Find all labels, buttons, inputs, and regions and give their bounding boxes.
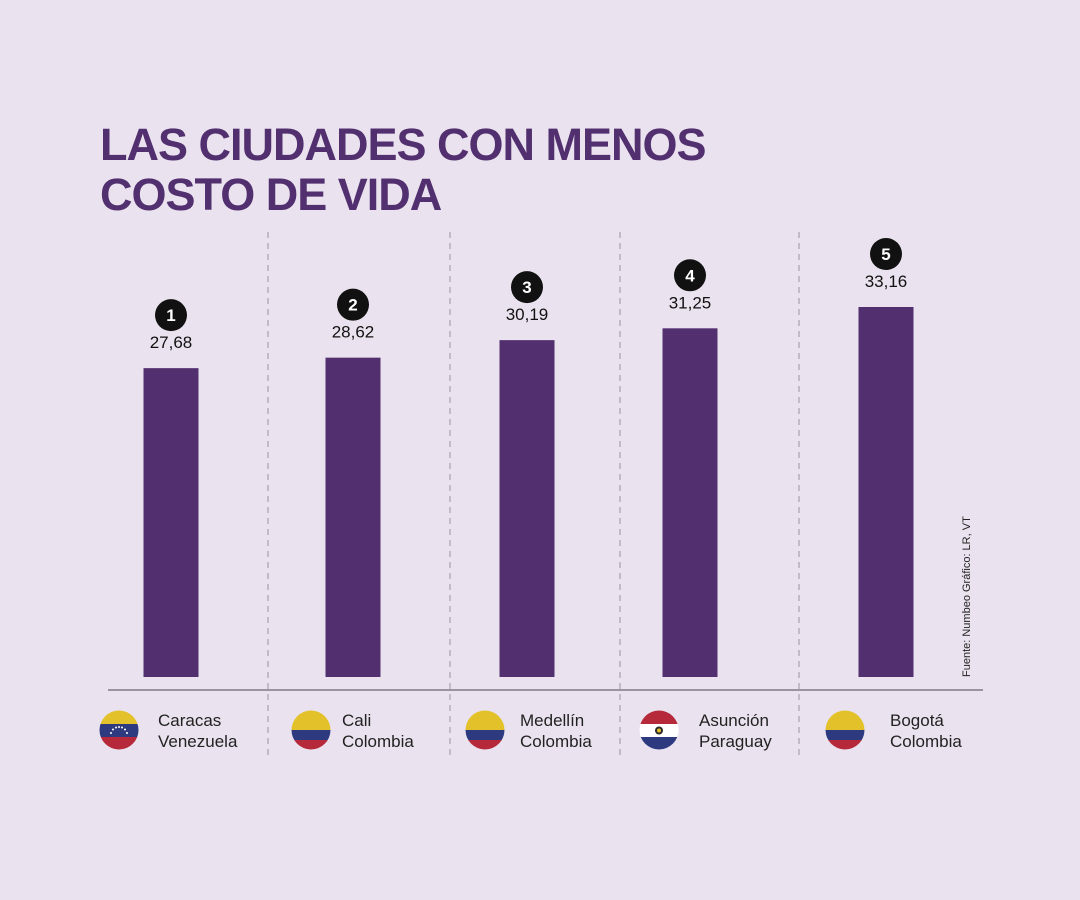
colombia-flag-icon <box>825 710 865 750</box>
city-name: Caracas <box>158 711 222 730</box>
country-name: Colombia <box>342 732 414 751</box>
bar-value-label: 30,19 <box>506 305 549 324</box>
rank-badge <box>337 288 369 321</box>
rank-badge <box>155 299 187 332</box>
bar-value-label: 33,16 <box>865 272 908 291</box>
city-label: Asunción Paraguay <box>699 710 772 752</box>
rank-number: 1 <box>166 306 175 325</box>
title-line-2: costo de vida <box>100 169 442 220</box>
rank-badge <box>511 271 543 304</box>
paraguay-flag-icon <box>639 710 679 750</box>
bars-group: 27,68 1 28,62 2 30,19 3 31,25 4 33,16 5 <box>143 238 914 677</box>
bar <box>143 368 199 677</box>
bar-value-label: 27,68 <box>150 333 193 352</box>
city-label: Cali Colombia <box>342 710 414 752</box>
city-name: Bogotá <box>890 711 944 730</box>
bar-value-label: 28,62 <box>332 323 375 342</box>
country-name: Colombia <box>890 732 962 751</box>
bar <box>499 340 555 677</box>
colombia-flag-icon <box>291 710 331 750</box>
rank-badge <box>674 259 706 292</box>
title-line-1: Las ciudades con menos <box>100 119 707 170</box>
source-note: Fuente: Numbeo Gráfico: LR, VT <box>961 516 973 677</box>
city-label: Medellín Colombia <box>520 710 592 752</box>
rank-number: 3 <box>522 278 531 297</box>
city-name: Asunción <box>699 711 769 730</box>
city-label: Bogotá Colombia <box>890 710 962 752</box>
bar <box>858 307 914 677</box>
rank-badge <box>870 238 902 270</box>
rank-number: 2 <box>348 296 357 315</box>
country-name: Paraguay <box>699 732 772 751</box>
chart-title: Las ciudades con menos costo de vida <box>100 119 707 220</box>
city-label: Caracas Venezuela <box>158 710 237 752</box>
rank-number: 4 <box>685 266 695 285</box>
venezuela-flag-icon <box>99 710 139 750</box>
bar-value-label: 31,25 <box>669 293 712 312</box>
country-name: Venezuela <box>158 732 238 751</box>
city-name: Cali <box>342 711 372 730</box>
city-name: Medellín <box>520 711 585 730</box>
bar <box>662 328 718 677</box>
bar <box>325 357 381 677</box>
country-name: Colombia <box>520 732 592 751</box>
colombia-flag-icon <box>465 710 505 750</box>
rank-number: 5 <box>881 245 890 264</box>
